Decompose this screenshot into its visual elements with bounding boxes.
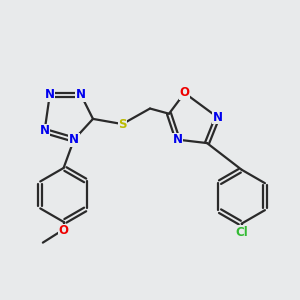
Text: N: N [45,88,55,101]
Text: Cl: Cl [235,226,248,239]
Text: O: O [58,224,69,237]
Text: N: N [172,133,183,146]
Text: N: N [76,88,86,101]
Text: N: N [40,124,50,137]
Text: N: N [212,111,222,124]
Text: O: O [180,86,190,100]
Text: N: N [69,133,79,146]
Text: S: S [118,118,127,130]
